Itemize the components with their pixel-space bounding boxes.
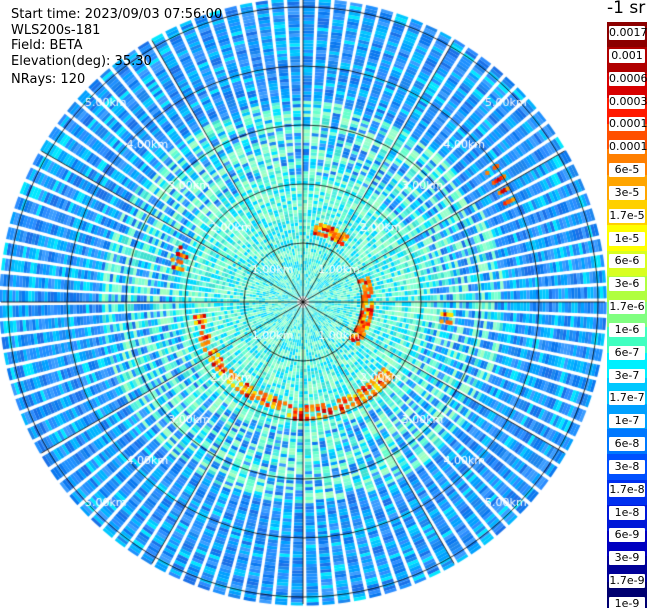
colorbar-tick-label: 3e-8 <box>609 459 645 474</box>
colorbar-tick-label: 1.7e-5 <box>609 208 645 223</box>
colorbar-tick-label: 6e-8 <box>609 437 645 452</box>
colorbar-tick-label: 1.7e-7 <box>609 391 645 406</box>
colorbar-tick-label: 1e-7 <box>609 414 645 429</box>
field-label: Field: BETA <box>11 38 83 53</box>
instrument-label: WLS200s-181 <box>11 23 101 38</box>
colorbar-tick-label: 1e-9 <box>609 597 645 611</box>
colorbar-tick-label: 1.7e-6 <box>609 300 645 315</box>
colorbar-tick-label: 0.0001 <box>609 140 647 155</box>
elevation-label: Elevation(deg): 35.30 <box>11 54 152 69</box>
colorbar-tick-label: 6e-7 <box>609 345 645 360</box>
start-time-label: Start time: 2023/09/03 07:56:00 <box>11 7 223 22</box>
colorbar-unit-label: -1 sr <box>607 0 646 18</box>
colorbar-tick-label: 3e-6 <box>609 277 645 292</box>
colorbar-tick-label: 0.00017 <box>609 117 647 132</box>
colorbar-tick-label: 1e-8 <box>609 505 645 520</box>
colorbar-tick-label: 6e-9 <box>609 528 645 543</box>
colorbar-tick-label: 6e-6 <box>609 254 645 269</box>
nrays-label: NRays: 120 <box>11 72 86 87</box>
colorbar-tick-label: 3e-9 <box>609 551 645 566</box>
colorbar-tick-label: 1.7e-8 <box>609 482 645 497</box>
colorbar-tick-label: 1e-5 <box>609 231 645 246</box>
colorbar-tick-label: 3e-5 <box>609 185 645 200</box>
colorbar-tick-label: 1.7e-9 <box>609 574 645 589</box>
colorbar-tick-label: 1e-6 <box>609 322 645 337</box>
colorbar-tick-label: 0.0003 <box>609 94 647 109</box>
colorbar: 0.0017 0.001 0.0006 0.0003 0.00017 0.0001 6e-5… <box>607 22 647 611</box>
colorbar-tick-label: 6e-5 <box>609 163 645 178</box>
radar-ppi-plot <box>0 0 607 607</box>
colorbar-tick-label: 3e-7 <box>609 368 645 383</box>
colorbar-tick-label: 0.0006 <box>609 71 647 86</box>
colorbar-tick-label: 0.0017 <box>609 26 647 40</box>
colorbar-tick-label: 0.001 <box>609 48 645 63</box>
